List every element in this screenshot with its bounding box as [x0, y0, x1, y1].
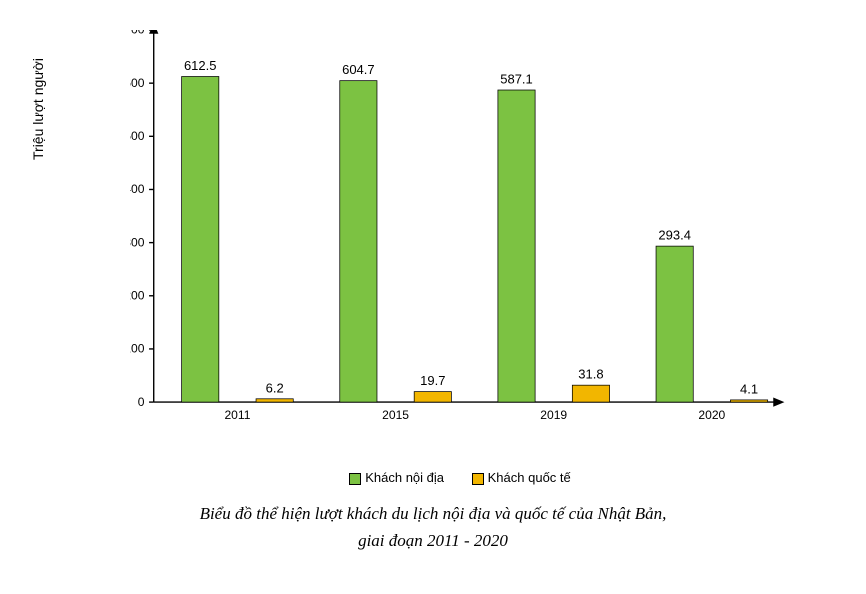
caption-line1: Biểu đồ thể hiện lượt khách du lịch nội …: [0, 500, 866, 527]
x-axis-arrow-icon: [773, 397, 784, 406]
bar-international: [572, 385, 609, 402]
legend-box-international-icon: [472, 473, 484, 485]
y-tick-label: 0: [138, 395, 145, 409]
bar-domestic: [182, 77, 219, 403]
y-ticks-group: 0 100 200 300 400 500 600 700: [130, 30, 154, 409]
bar-international: [256, 399, 293, 402]
value-label-international: 6.2: [266, 380, 284, 395]
bar-international: [414, 392, 451, 402]
y-tick-label: 500: [130, 129, 145, 143]
value-label-international: 31.8: [578, 367, 603, 382]
y-tick-label: 100: [130, 342, 145, 356]
legend-label-international: Khách quốc tế: [488, 470, 571, 485]
value-label-domestic: 604.7: [342, 62, 375, 77]
caption-line2: giai đoạn 2011 - 2020: [0, 527, 866, 554]
bar-domestic: [656, 246, 693, 402]
y-tick-label: 400: [130, 182, 145, 196]
legend-label-domestic: Khách nội địa: [365, 470, 444, 485]
bar-international: [730, 400, 767, 402]
value-label-domestic: 587.1: [500, 72, 533, 87]
x-labels-group: 2011 2015 2019 2020: [224, 408, 725, 422]
legend-box-domestic-icon: [349, 473, 361, 485]
bars-group: 612.5 6.2 604.7 19.7 587.1 31.8 293.4 4.1: [182, 58, 768, 402]
bar-domestic: [498, 90, 535, 402]
chart-container: Triệu lượt người 0100200300400500600700 …: [70, 20, 850, 480]
legend-item-domestic: Khách nội địa: [349, 470, 444, 485]
y-tick-label: 700: [130, 30, 145, 37]
chart-svg: 0 100 200 300 400 500 600 700 612.5 6.2 604.7 19.7…: [130, 30, 810, 430]
x-category-label: 2011: [224, 408, 250, 422]
y-tick-label: 300: [130, 235, 145, 249]
value-label-international: 19.7: [420, 373, 445, 388]
x-category-label: 2020: [698, 408, 725, 422]
y-tick-label: 200: [130, 289, 145, 303]
x-category-label: 2015: [382, 408, 409, 422]
value-label-international: 4.1: [740, 381, 758, 396]
y-axis-label: Triệu lượt người: [30, 58, 46, 160]
legend: Khách nội địa Khách quốc tế: [70, 470, 850, 485]
y-tick-label: 600: [130, 76, 145, 90]
bar-domestic: [340, 81, 377, 402]
value-label-domestic: 612.5: [184, 58, 217, 73]
value-label-domestic: 293.4: [658, 228, 691, 243]
legend-item-international: Khách quốc tế: [472, 470, 571, 485]
x-category-label: 2019: [540, 408, 567, 422]
chart-caption: Biểu đồ thể hiện lượt khách du lịch nội …: [0, 500, 866, 554]
